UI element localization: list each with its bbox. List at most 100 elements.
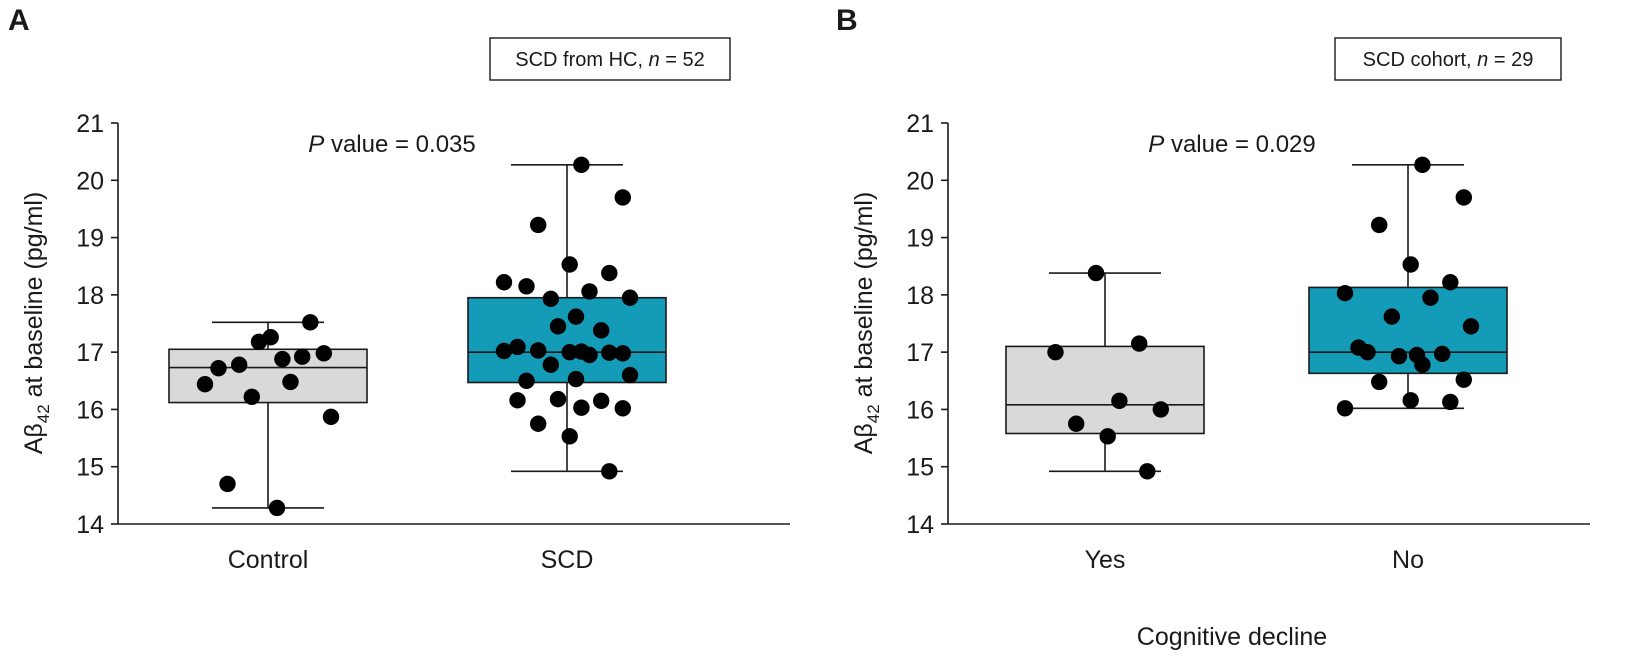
data-point [530, 216, 547, 234]
data-point [601, 264, 618, 282]
data-point [282, 373, 299, 391]
box-scd [467, 296, 667, 384]
y-tick-label-b: 17 [906, 339, 934, 367]
y-tick-label-b: 20 [906, 167, 934, 195]
y-tick-label-a: 20 [76, 167, 104, 195]
data-point [518, 372, 535, 389]
y-axis-title-a: Aβ42 at baseline (pg/ml) [20, 192, 53, 455]
data-point [262, 329, 279, 346]
y-axis-title-b: Aβ42 at baseline (pg/ml) [850, 192, 883, 455]
data-point [621, 289, 639, 306]
data-point [530, 415, 547, 432]
legend-suffix-a: = 52 [660, 49, 705, 71]
legend-prefix-a: SCD from HC, [515, 49, 648, 71]
p-value-label-a: P [308, 131, 324, 158]
box-group-scd [467, 156, 667, 480]
data-point [1099, 428, 1116, 445]
p-value-label-b: P [1148, 131, 1164, 158]
data-point [1414, 356, 1431, 373]
data-point [294, 348, 311, 365]
legend-frame-b [1334, 37, 1562, 81]
data-point [614, 345, 631, 362]
y-tick-label-b: 14 [906, 511, 934, 539]
legend-n-a: n [649, 49, 660, 71]
data-point [561, 343, 578, 361]
data-point [1087, 264, 1105, 282]
y-tick-label-b: 18 [906, 282, 934, 310]
data-point [614, 189, 631, 206]
y-axis-title-sub-a: 42 [34, 404, 53, 423]
data-point [542, 290, 559, 308]
box-yes [1005, 345, 1205, 435]
y-tick-label-b: 19 [906, 225, 934, 253]
y-tick-label-b: 15 [906, 454, 934, 482]
y-axis-title-rest-b: at baseline (pg/ml) [850, 192, 878, 405]
data-point [274, 350, 291, 368]
data-point [1350, 339, 1367, 356]
data-point [1422, 289, 1439, 306]
plot-area-b [1005, 156, 1508, 480]
y-tick-label-a: 15 [76, 454, 104, 482]
data-point [219, 475, 236, 493]
data-point [593, 392, 610, 410]
data-point [1383, 308, 1401, 325]
legend-suffix-b: = 29 [1488, 49, 1533, 71]
data-point [593, 322, 610, 339]
box-group-no [1308, 156, 1508, 417]
p-value-text-b: value = 0.029 [1164, 131, 1315, 158]
data-point [581, 346, 598, 364]
data-point [614, 400, 631, 417]
data-point [573, 156, 590, 174]
panel-letter-b: B [836, 4, 858, 37]
data-point [1462, 318, 1480, 335]
data-point [567, 308, 585, 325]
data-point [530, 342, 547, 359]
y-axis-a: 14 15 16 17 18 19 20 21 [76, 110, 790, 539]
x-categories-a: Control SCD [228, 546, 594, 574]
data-point [1455, 371, 1473, 388]
y-axis-title-sub-b: 42 [864, 404, 883, 423]
data-point [495, 274, 513, 291]
y-tick-label-b: 16 [906, 396, 934, 424]
data-point [1139, 463, 1156, 480]
data-point [495, 342, 513, 360]
panel-letter-a: A [8, 4, 30, 37]
data-point [1068, 415, 1085, 432]
data-point [315, 345, 332, 362]
data-point [231, 356, 248, 373]
y-axis-title-base-b: Aβ [850, 423, 878, 454]
data-point [1390, 347, 1408, 365]
y-axis-title-base-a: Aβ [20, 423, 48, 454]
data-point [581, 283, 598, 300]
y-tick-label-a: 18 [76, 282, 104, 310]
data-point [1414, 156, 1431, 174]
data-point [196, 376, 214, 393]
legend-text-b: SCD cohort, n = 29 [1363, 49, 1534, 71]
data-point [561, 428, 578, 445]
legend-box-b: SCD cohort, n = 29 [1334, 37, 1562, 81]
data-point [549, 390, 567, 408]
p-value-a: P value = 0.035 [308, 131, 475, 158]
data-point [567, 370, 585, 388]
data-point [509, 392, 526, 409]
data-point [1402, 392, 1419, 409]
data-point [1434, 345, 1451, 363]
panel-a: A SCD from HC, n = 52 Aβ42 at baseline (… [8, 4, 790, 574]
x-category-label-control: Control [228, 546, 309, 574]
data-point [542, 356, 559, 373]
data-point [268, 499, 286, 517]
legend-frame-a [489, 37, 731, 81]
data-point [621, 366, 639, 384]
data-point [1442, 274, 1459, 291]
p-value-b: P value = 0.029 [1148, 131, 1315, 158]
data-point [518, 278, 535, 295]
box-group-yes [1005, 264, 1205, 480]
box-group-control [168, 314, 368, 517]
data-point [601, 344, 618, 361]
x-category-label-scd: SCD [541, 546, 594, 574]
y-tick-label-b: 21 [906, 110, 934, 138]
data-point [210, 359, 227, 377]
data-point [1152, 401, 1170, 418]
